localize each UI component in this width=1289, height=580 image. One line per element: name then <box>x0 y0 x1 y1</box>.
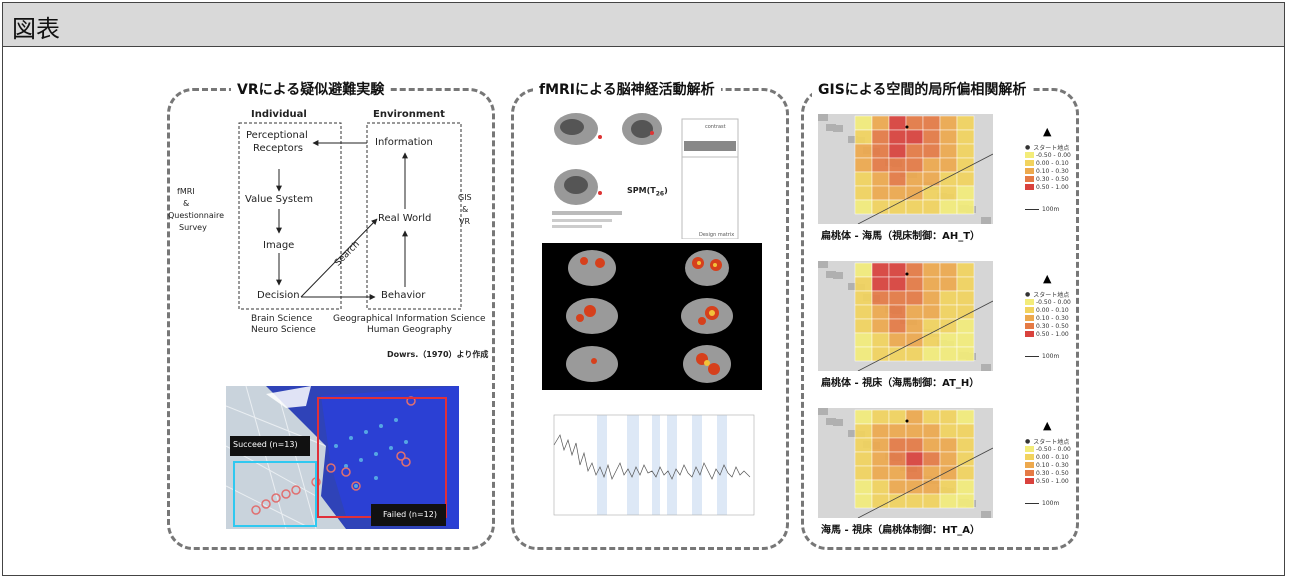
legend-range-label: 0.30 - 0.50 <box>1036 469 1069 477</box>
neuro-science-label: Neuro Science <box>251 325 316 335</box>
header-title: 図表 <box>12 15 60 43</box>
environment-label: Environment <box>373 109 445 120</box>
legend-range-label: 0.30 - 0.50 <box>1036 322 1069 330</box>
gis-correlation-map <box>818 114 993 224</box>
legend-range-label: 0.00 - 0.10 <box>1036 306 1069 314</box>
gis-science-label: Geographical Information Science <box>333 314 486 324</box>
receptors-label: Receptors <box>253 143 304 154</box>
vr-evacuation-map <box>226 386 459 529</box>
legend-item: 0.00 - 0.10 <box>1025 453 1071 461</box>
image-label: Image <box>263 240 295 251</box>
legend-range-label: -0.50 - 0.00 <box>1036 151 1071 159</box>
legend-item: 0.50 - 1.00 <box>1025 183 1071 191</box>
legend-range-label: -0.50 - 0.00 <box>1036 298 1071 306</box>
environment-box <box>366 122 462 310</box>
vr-panel-title: VRによる疑似避難実験 <box>231 79 391 99</box>
gis-legend: ▲ ● スタート地点 -0.50 - 0.00 0.00 - 0.10 0.10 - 0.… <box>1025 126 1071 213</box>
start-point-icon: ● <box>1025 437 1031 445</box>
legend-range-label: 0.00 - 0.10 <box>1036 159 1069 167</box>
behavior-label: Behavior <box>381 290 426 301</box>
start-point-icon: ● <box>1025 290 1031 298</box>
legend-item: 0.30 - 0.50 <box>1025 469 1071 477</box>
legend-item: 0.00 - 0.10 <box>1025 306 1071 314</box>
legend-item: 0.00 - 0.10 <box>1025 159 1071 167</box>
start-point-icon: ● <box>1025 143 1031 151</box>
right-method-1: GIS <box>458 193 472 202</box>
individual-box <box>238 122 342 310</box>
scale-bar-label: 100m <box>1042 205 1060 213</box>
succeed-label: Succeed (n=13) <box>233 440 298 449</box>
gis-legend: ▲ ● スタート地点 -0.50 - 0.00 0.00 - 0.10 0.10 - 0.… <box>1025 420 1071 507</box>
brain-science-label: Brain Science <box>251 314 313 324</box>
gis-panel-title: GISによる空間的局所偏相関解析 <box>812 79 1033 99</box>
legend-start-label: スタート地点 <box>1033 291 1070 299</box>
gis-map-caption: 扁桃体 - 視床（海馬制御：AT_H） <box>821 378 980 389</box>
contrast-label: contrast <box>705 124 726 130</box>
legend-range-label: 0.50 - 1.00 <box>1036 330 1069 338</box>
north-arrow-icon: ▲ <box>1043 125 1052 138</box>
spm-label: SPM(T26) <box>627 186 668 198</box>
left-method-4: Survey <box>179 223 207 232</box>
legend-range-label: 0.10 - 0.30 <box>1036 167 1069 175</box>
information-label: Information <box>375 137 433 148</box>
left-method-2: & <box>183 199 190 208</box>
scale-bar-label: 100m <box>1042 352 1060 360</box>
north-arrow-icon: ▲ <box>1043 419 1052 432</box>
legend-item: 0.50 - 1.00 <box>1025 477 1071 485</box>
legend-range-label: 0.10 - 0.30 <box>1036 461 1069 469</box>
decision-label: Decision <box>257 290 300 301</box>
value-system-label: Value System <box>245 194 313 205</box>
gis-map-caption: 扁桃体 - 海馬（視床制御：AH_T） <box>821 231 981 242</box>
legend-range-label: 0.50 - 1.00 <box>1036 183 1069 191</box>
legend-start-label: スタート地点 <box>1033 438 1070 446</box>
north-arrow-icon: ▲ <box>1043 272 1052 285</box>
behavior-model-diagram <box>238 122 462 310</box>
source-note: Dowrs.（1970）より作成 <box>387 350 489 359</box>
legend-item: -0.50 - 0.00 <box>1025 445 1071 453</box>
legend-range-label: -0.50 - 0.00 <box>1036 445 1071 453</box>
succeed-zone <box>233 461 317 527</box>
gis-legend: ▲ ● スタート地点 -0.50 - 0.00 0.00 - 0.10 0.10 - 0.… <box>1025 273 1071 360</box>
scale-bar-label: 100m <box>1042 499 1060 507</box>
legend-item: 0.10 - 0.30 <box>1025 461 1071 469</box>
gis-map-caption: 海馬 - 視床（扁桃体制御：HT_A） <box>821 525 981 536</box>
perceptional-label: Perceptional <box>246 130 308 141</box>
legend-range-label: 0.30 - 0.50 <box>1036 175 1069 183</box>
legend-item: 0.30 - 0.50 <box>1025 175 1071 183</box>
human-geography-label: Human Geography <box>367 325 453 335</box>
fmri-panel-title: fMRIによる脳神経活動解析 <box>533 79 721 99</box>
left-method-3: Questionnaire <box>168 211 225 220</box>
gis-correlation-map <box>818 408 993 518</box>
legend-item: 0.30 - 0.50 <box>1025 322 1071 330</box>
header-bar: 図表 <box>3 3 1284 47</box>
gis-correlation-map <box>818 261 993 371</box>
legend-item: -0.50 - 0.00 <box>1025 298 1071 306</box>
legend-range-label: 0.10 - 0.30 <box>1036 314 1069 322</box>
left-method-1: fMRI <box>177 187 195 196</box>
right-method-3: VR <box>459 217 471 226</box>
legend-item: 0.50 - 1.00 <box>1025 330 1071 338</box>
legend-item: 0.10 - 0.30 <box>1025 167 1071 175</box>
spm-results-image <box>542 107 762 239</box>
design-matrix-label: Design matrix <box>699 232 735 238</box>
right-method-2: & <box>462 205 469 214</box>
bold-signal-timeseries <box>542 405 762 529</box>
legend-item: -0.50 - 0.00 <box>1025 151 1071 159</box>
failed-label: Failed (n=12) <box>383 510 437 519</box>
real-world-label: Real World <box>378 213 432 224</box>
brain-activation-renders <box>542 243 762 390</box>
legend-range-label: 0.00 - 0.10 <box>1036 453 1069 461</box>
individual-label: Individual <box>251 109 307 120</box>
legend-range-label: 0.50 - 1.00 <box>1036 477 1069 485</box>
legend-item: 0.10 - 0.30 <box>1025 314 1071 322</box>
legend-start-label: スタート地点 <box>1033 144 1070 152</box>
